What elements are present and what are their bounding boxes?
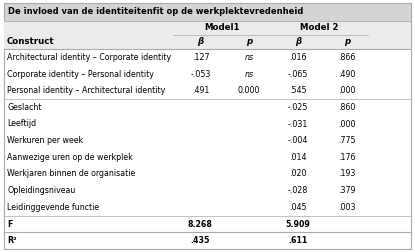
Text: -.004: -.004 [288, 136, 308, 145]
Text: .490: .490 [338, 70, 356, 79]
Text: p: p [344, 38, 350, 47]
Text: -.031: -.031 [288, 119, 308, 129]
Text: Geslacht: Geslacht [7, 103, 42, 112]
Text: .545: .545 [289, 86, 307, 95]
Text: β: β [295, 38, 301, 47]
Bar [4, 35, 411, 49]
Text: 0.000: 0.000 [238, 86, 261, 95]
Text: .491: .491 [192, 86, 209, 95]
Text: p: p [246, 38, 252, 47]
Text: .003: .003 [338, 203, 356, 212]
Text: .866: .866 [338, 53, 356, 62]
Text: Personal identity – Architectural identity: Personal identity – Architectural identi… [7, 86, 165, 95]
Text: ns: ns [245, 53, 254, 62]
Text: Construct: Construct [7, 38, 55, 47]
Text: .014: .014 [289, 153, 307, 162]
Text: Opleidingsniveau: Opleidingsniveau [7, 186, 76, 195]
Text: .611: .611 [288, 236, 308, 245]
Text: .000: .000 [338, 119, 356, 129]
Text: -.028: -.028 [288, 186, 308, 195]
Text: .435: .435 [190, 236, 210, 245]
Text: Leeftijd: Leeftijd [7, 119, 36, 129]
Text: .379: .379 [338, 186, 356, 195]
Text: -.053: -.053 [190, 70, 210, 79]
Text: .000: .000 [338, 86, 356, 95]
Text: -.025: -.025 [288, 103, 308, 112]
Text: Werkjaren binnen de organisatie: Werkjaren binnen de organisatie [7, 170, 135, 178]
Text: .016: .016 [289, 53, 307, 62]
Text: .860: .860 [338, 103, 356, 112]
Text: ns: ns [245, 70, 254, 79]
Text: 5.909: 5.909 [286, 219, 310, 229]
Text: 8.268: 8.268 [188, 219, 213, 229]
Bar [4, 21, 411, 35]
Text: Aanwezige uren op de werkplek: Aanwezige uren op de werkplek [7, 153, 133, 162]
Text: Werkuren per week: Werkuren per week [7, 136, 83, 145]
Text: .775: .775 [338, 136, 356, 145]
Text: .127: .127 [192, 53, 209, 62]
Text: Corporate identity – Personal identity: Corporate identity – Personal identity [7, 70, 154, 79]
Text: R²: R² [7, 236, 17, 245]
Text: .176: .176 [338, 153, 356, 162]
Text: -.065: -.065 [288, 70, 308, 79]
Text: .193: .193 [338, 170, 356, 178]
Text: Architectural identity – Corporate identity: Architectural identity – Corporate ident… [7, 53, 171, 62]
Text: .020: .020 [289, 170, 307, 178]
Text: Model1: Model1 [204, 23, 239, 33]
Text: .045: .045 [289, 203, 307, 212]
Bar [4, 3, 411, 21]
Text: β: β [197, 38, 203, 47]
Text: F: F [7, 219, 12, 229]
Text: De invloed van de identiteitenfit op de werkplektevredenheid: De invloed van de identiteitenfit op de … [8, 8, 303, 16]
Text: Model 2: Model 2 [300, 23, 339, 33]
Text: Leidinggevende functie: Leidinggevende functie [7, 203, 99, 212]
